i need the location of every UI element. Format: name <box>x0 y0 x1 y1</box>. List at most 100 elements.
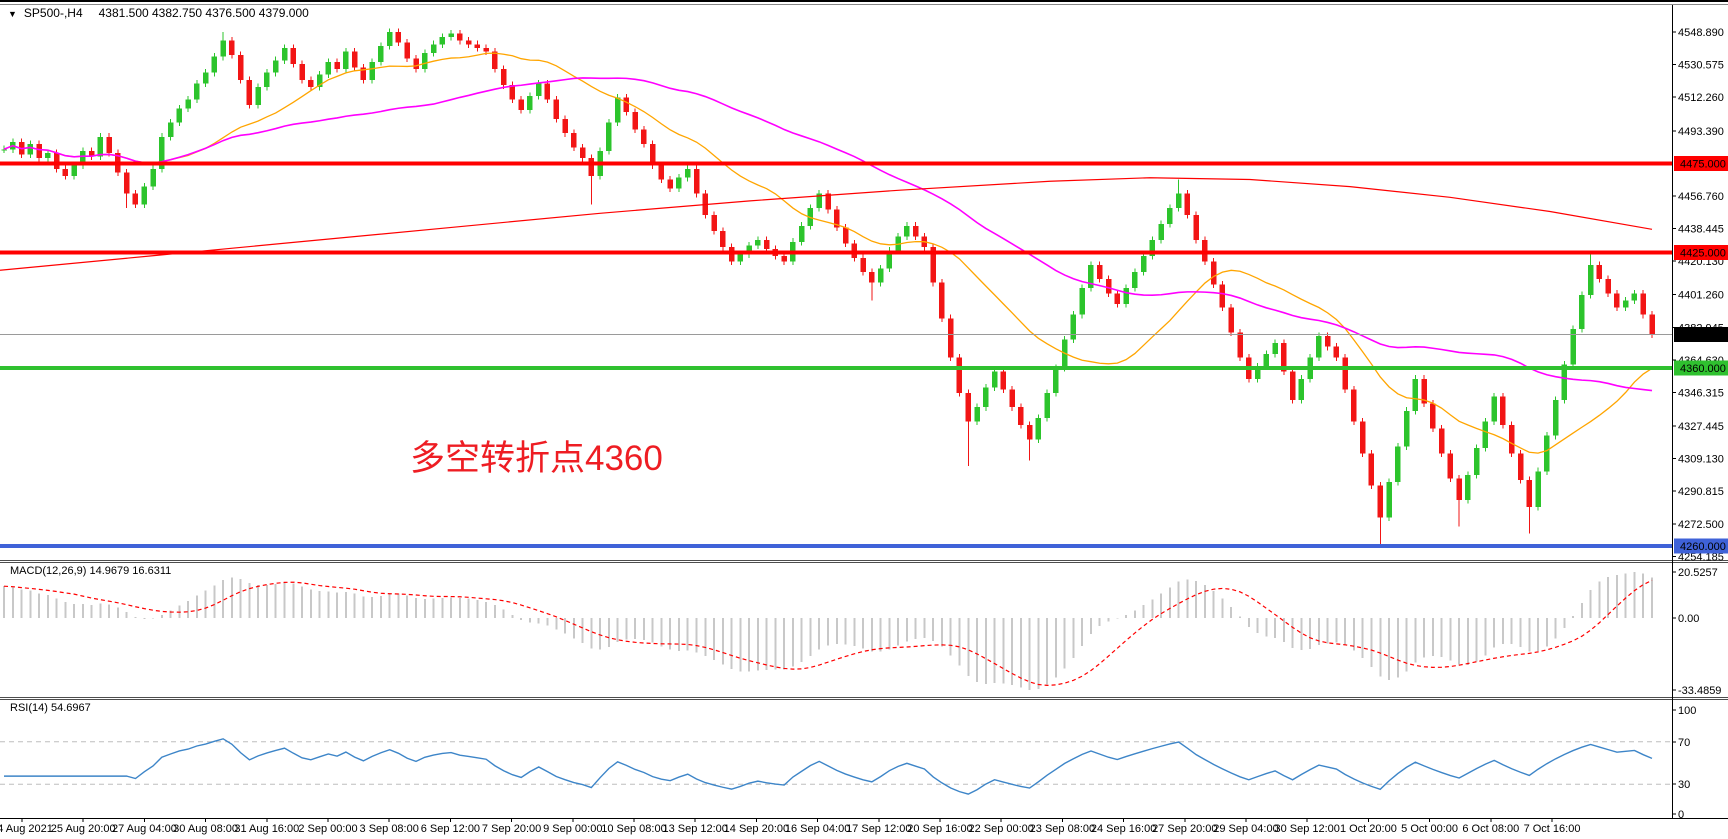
candle-body <box>1456 478 1462 500</box>
current-price-tag-text: 4379.000 <box>1680 329 1726 341</box>
candle-body <box>1570 328 1576 365</box>
price-tag-4475-text: 4475.000 <box>1680 158 1726 170</box>
ma-slow-line <box>0 177 1653 271</box>
candle-body <box>1596 264 1603 280</box>
candle-body <box>1491 396 1497 422</box>
candle-body <box>1175 193 1182 208</box>
candle-body <box>1561 364 1568 401</box>
candle-body <box>386 31 393 47</box>
candle-body <box>1640 293 1646 315</box>
candle-body <box>1 149 7 151</box>
candle-body <box>1184 193 1191 216</box>
candle-body <box>632 111 638 130</box>
candle-body <box>1324 336 1331 347</box>
candle-body <box>1351 389 1357 422</box>
rsi-panel <box>0 738 1672 795</box>
date-label: 30 Sep 12:00 <box>1274 823 1339 835</box>
candle-body <box>1018 407 1024 426</box>
y-axis-label: 4254.185 <box>1678 551 1724 563</box>
candle-body <box>123 172 130 194</box>
candle-body <box>308 79 314 87</box>
candle-body <box>378 46 384 63</box>
candle-body <box>1333 346 1340 358</box>
candle-body <box>448 33 454 38</box>
date-label: 24 Sep 16:00 <box>1091 823 1156 835</box>
date-label: 3 Sep 08:00 <box>360 823 419 835</box>
symbol-timeframe-label: SP500-,H4 <box>23 6 83 20</box>
candle-body <box>1649 314 1655 335</box>
candle-body <box>106 136 112 153</box>
candle-body <box>1167 207 1173 224</box>
candle-body <box>912 225 919 237</box>
rsi-scale-label: 30 <box>1678 779 1690 791</box>
candle-body <box>88 151 95 157</box>
candle-body <box>842 227 849 244</box>
candle-body <box>1342 357 1348 390</box>
candle-body <box>869 272 875 283</box>
candle-body <box>1622 300 1629 308</box>
candle-body <box>1631 293 1638 301</box>
macd-signal-line <box>3 579 1653 687</box>
candle-body <box>264 72 270 87</box>
price-tag-4360[interactable] <box>1674 360 1728 376</box>
candle-body <box>1281 343 1287 372</box>
candle-body <box>150 168 156 187</box>
candle-body <box>807 207 814 226</box>
candle-body <box>1517 453 1524 481</box>
candle-body <box>781 256 787 262</box>
annotation-text[interactable]: 多空转折点4360 <box>410 439 663 478</box>
candle-body <box>1438 428 1445 454</box>
date-label: 20 Sep 16:00 <box>907 823 972 835</box>
candle-body <box>527 95 533 111</box>
candle-body <box>404 42 410 59</box>
candle-body <box>465 40 472 45</box>
candles <box>1 28 1655 548</box>
price-tag-4425[interactable] <box>1674 244 1728 260</box>
price-tags[interactable]: 4475.000 4425.000 4360.000 4260.000 4379.000 <box>1674 155 1728 554</box>
candle-body <box>658 165 665 180</box>
candle-body <box>325 62 332 75</box>
candle-body <box>1044 393 1050 418</box>
price-tag-4475[interactable] <box>1674 155 1728 171</box>
symbol-dropdown-icon[interactable]: ▼ <box>8 9 17 19</box>
price-tag-4260[interactable] <box>1674 538 1728 554</box>
candle-body <box>1289 371 1296 401</box>
rsi-line <box>4 738 1653 795</box>
macd-scale-label: 0.00 <box>1678 613 1699 625</box>
candle-body <box>1403 410 1410 447</box>
macd-indicator-label: MACD(12,26,9) 14.9679 16.6311 <box>10 565 172 577</box>
date-label: 27 Sep 20:00 <box>1152 823 1217 835</box>
candle-body <box>1219 284 1226 308</box>
candle-body <box>991 371 998 388</box>
y-axis-label: 4530.575 <box>1678 60 1724 72</box>
candle-body <box>430 44 437 54</box>
date-label: 22 Sep 00:00 <box>968 823 1033 835</box>
candle-body <box>737 254 744 262</box>
candle-body <box>1070 314 1077 340</box>
candle-body <box>1465 474 1471 500</box>
y-axis-label: 4272.500 <box>1678 519 1724 531</box>
candle-body <box>1237 332 1243 358</box>
candle-body <box>1412 378 1419 411</box>
horizontal-lines[interactable] <box>0 161 1672 549</box>
candle-body <box>798 225 805 242</box>
candle-body <box>588 158 595 176</box>
candle-body <box>1377 485 1384 518</box>
candle-body <box>413 58 419 70</box>
candle-body <box>80 151 86 166</box>
candle-body <box>159 136 165 169</box>
date-label: 13 Sep 12:00 <box>662 823 727 835</box>
date-label: 23 Sep 08:00 <box>1030 823 1095 835</box>
candle-body <box>299 63 305 80</box>
candle-body <box>1605 279 1611 294</box>
candle-body <box>1500 396 1506 426</box>
candle-body <box>272 60 279 73</box>
candle-body <box>509 85 516 100</box>
candle-body <box>667 179 673 189</box>
candle-body <box>1210 261 1217 285</box>
candle-body <box>877 268 884 283</box>
candle-body <box>956 357 963 394</box>
candle-body <box>1386 481 1392 518</box>
date-label: 6 Sep 12:00 <box>421 823 480 835</box>
